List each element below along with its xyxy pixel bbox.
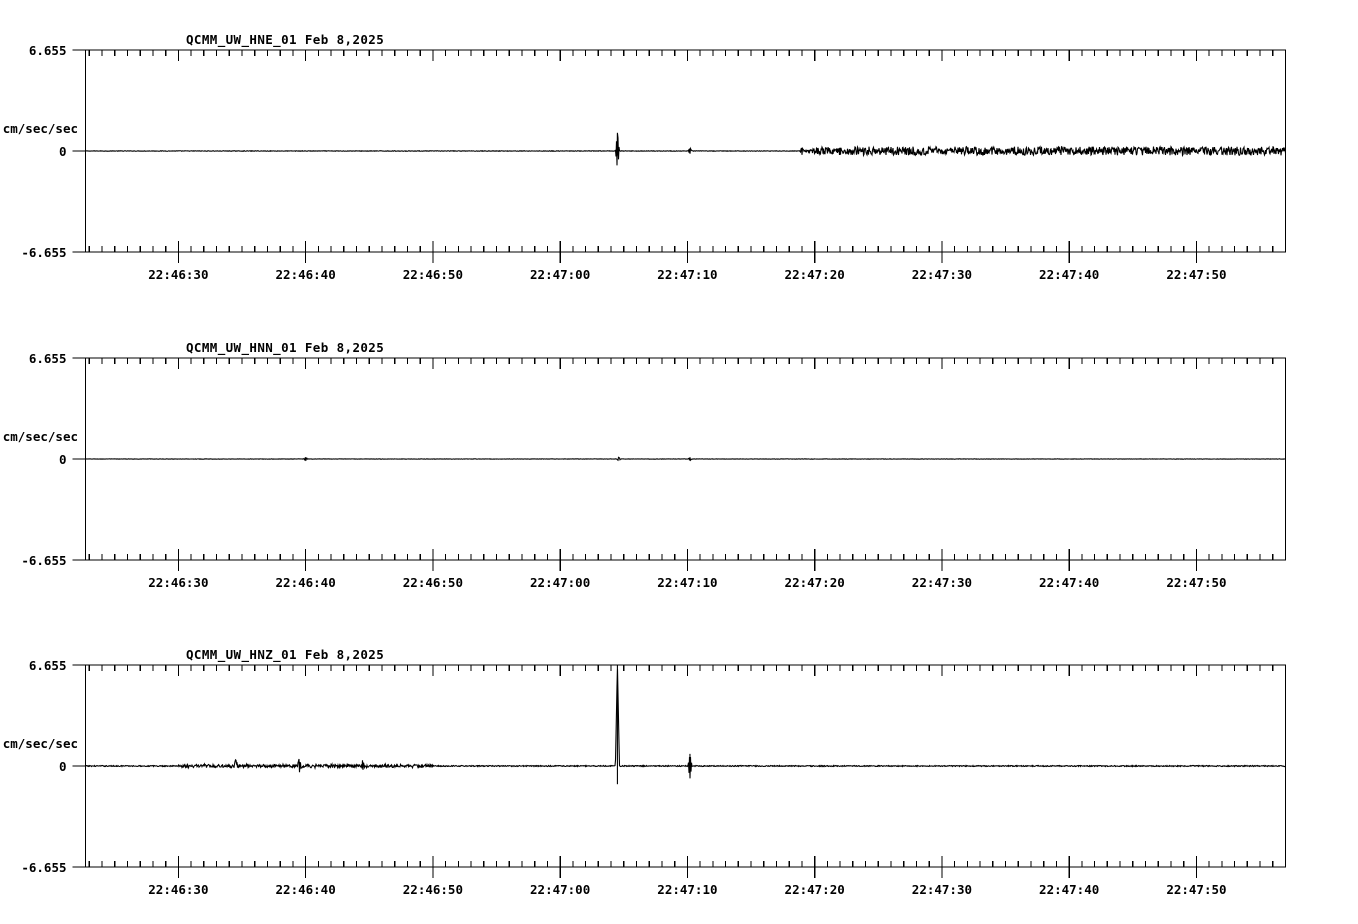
y-axis-min-label: -6.655: [21, 553, 66, 568]
panel-canvas: QCMM_UW_HNZ_01 Feb 8,2025 6.655 0 -6.655 cm/…: [3, 647, 1287, 897]
x-axis-tick-label: 22:47:10: [657, 575, 717, 590]
x-axis-tick-label: 22:47:20: [785, 267, 845, 282]
x-axis-tick-label: 22:47:50: [1166, 882, 1226, 897]
y-axis-ticks: [72, 664, 86, 868]
x-axis-tick-label: 22:47:10: [657, 882, 717, 897]
y-axis-zero-label: 0: [59, 452, 67, 467]
seismogram-panel-hnn: QCMM_UW_HNN_01 Feb 8,2025 6.655 0 -6.655 cm/…: [0, 308, 1358, 616]
y-axis-min-label: -6.655: [21, 245, 66, 260]
y-axis-max-label: 6.655: [29, 43, 67, 58]
x-axis-tick-label: 22:47:40: [1039, 267, 1099, 282]
x-axis-tick-label: 22:47:00: [530, 267, 590, 282]
plot-frame: [84, 664, 1287, 868]
y-axis-zero-label: 0: [59, 144, 67, 159]
x-axis-tick-label: 22:47:50: [1166, 575, 1226, 590]
x-axis-tick-label: 22:46:50: [403, 575, 463, 590]
x-axis-tick-label: 22:47:00: [530, 882, 590, 897]
y-axis-zero-label: 0: [59, 759, 67, 774]
plot-frame: [84, 357, 1287, 561]
x-axis-tick-label: 22:47:50: [1166, 267, 1226, 282]
seismogram-panel-hne: QCMM_UW_HNE_01 Feb 8,2025 6.655 0 -6.655 cm/…: [0, 0, 1358, 308]
y-axis-ticks: [72, 357, 86, 561]
x-axis-tick-label: 22:47:30: [912, 267, 972, 282]
y-axis-max-label: 6.655: [29, 658, 67, 673]
y-axis-unit-label: cm/sec/sec: [3, 121, 78, 136]
panel-canvas: QCMM_UW_HNN_01 Feb 8,2025 6.655 0 -6.655 cm/…: [3, 340, 1287, 590]
x-axis-tick-label: 22:46:40: [276, 267, 336, 282]
x-axis-tick-label: 22:47:20: [785, 882, 845, 897]
x-axis-tick-label: 22:47:10: [657, 267, 717, 282]
y-axis-min-label: -6.655: [21, 860, 66, 875]
x-axis-tick-label: 22:46:30: [148, 575, 208, 590]
y-axis-max-label: 6.655: [29, 351, 67, 366]
x-axis-tick-label: 22:46:30: [148, 882, 208, 897]
y-axis-unit-label: cm/sec/sec: [3, 429, 78, 444]
axis-ticks: [88, 358, 1274, 571]
panel-canvas: QCMM_UW_HNE_01 Feb 8,2025 6.655 0 -6.655 cm/…: [3, 32, 1287, 282]
axis-ticks: [88, 50, 1274, 263]
x-axis-tick-label: 22:46:40: [276, 882, 336, 897]
plot-frame: [84, 49, 1287, 253]
waveform-trace: [85, 456, 1286, 462]
x-axis-tick-label: 22:47:40: [1039, 575, 1099, 590]
waveform-trace: [85, 669, 1286, 779]
y-axis-unit-label: cm/sec/sec: [3, 736, 78, 751]
x-axis-tick-label: 22:47:00: [530, 575, 590, 590]
x-axis-tick-label: 22:47:30: [912, 575, 972, 590]
x-axis-tick-label: 22:46:50: [403, 267, 463, 282]
x-axis-tick-label: 22:47:20: [785, 575, 845, 590]
x-axis-tick-label: 22:47:40: [1039, 882, 1099, 897]
panel-title: QCMM_UW_HNE_01 Feb 8,2025: [186, 32, 384, 48]
y-axis-ticks: [72, 49, 86, 253]
waveform-trace: [85, 133, 1287, 166]
seismogram-panel-hnz: QCMM_UW_HNZ_01 Feb 8,2025 6.655 0 -6.655 cm/…: [0, 615, 1358, 924]
x-axis-tick-label: 22:46:30: [148, 267, 208, 282]
panel-title: QCMM_UW_HNN_01 Feb 8,2025: [186, 340, 384, 356]
x-axis-tick-label: 22:46:40: [276, 575, 336, 590]
panel-title: QCMM_UW_HNZ_01 Feb 8,2025: [186, 647, 384, 663]
x-axis-tick-label: 22:46:50: [403, 882, 463, 897]
x-axis-tick-label: 22:47:30: [912, 882, 972, 897]
axis-ticks: [88, 665, 1274, 878]
